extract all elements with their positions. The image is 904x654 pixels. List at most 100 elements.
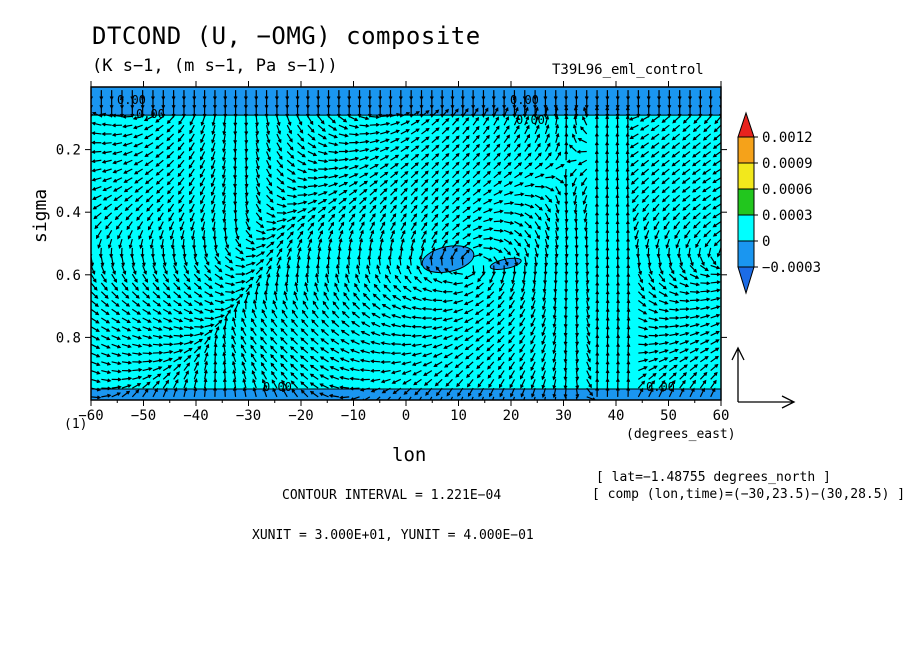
wind-vector [658,372,667,380]
wind-vector [328,158,339,163]
wind-vector [655,238,660,250]
wind-vector [162,291,171,299]
wind-vector [421,136,430,144]
wind-vector [689,348,700,354]
wind-vector [641,177,650,185]
wind-vector [712,186,721,192]
wind-vector [497,361,505,370]
wind-vector [390,369,401,375]
wind-vector [712,203,721,210]
wind-vector [101,361,112,366]
wind-vector [143,115,154,122]
wind-vector [173,349,184,354]
wind-vector [605,123,610,134]
wind-vector [401,314,412,319]
wind-vector [118,238,123,249]
wind-vector [111,369,122,374]
wind-vector [245,212,250,223]
wind-vector [106,230,113,240]
wind-vector [595,342,600,354]
wind-vector [107,238,113,249]
wind-vector [594,106,599,117]
contour-label: 0.00 [117,93,146,107]
wind-vector [575,326,579,337]
wind-vector [703,116,712,125]
wind-vector [452,231,460,240]
wind-vector [200,195,206,205]
wind-vector [668,387,675,398]
wind-vector [580,126,588,135]
wind-vector [703,124,712,133]
wind-vector [503,171,513,179]
wind-vector [441,247,447,257]
wind-vector [483,217,494,223]
wind-vector [91,131,102,136]
wind-vector [637,273,644,284]
wind-vector [689,323,700,328]
wind-vector [462,206,471,214]
wind-vector [348,197,357,205]
wind-vector [626,246,631,257]
wind-vector [605,290,610,301]
wind-vector [297,168,308,174]
wind-vector [162,299,172,307]
wind-vector [650,150,660,158]
wind-vector [332,301,340,310]
wind-vector [410,238,416,249]
wind-vector [605,246,610,257]
wind-vector [513,152,522,161]
wind-vector [497,326,505,335]
wind-vector [369,164,379,170]
wind-vector [413,275,422,284]
wind-vector [626,281,631,292]
wind-vector [142,343,153,348]
wind-vector [245,261,256,266]
wind-vector [616,334,621,345]
wind-vector [162,308,173,315]
wind-vector [699,379,707,389]
wind-vector [483,227,494,231]
wind-vector [700,289,711,294]
wind-vector [266,265,272,275]
wind-vector [398,107,403,118]
wind-vector [400,145,410,152]
wind-vector [266,159,272,170]
x-tick-label: −60 [78,408,103,424]
wind-vector [637,256,642,267]
wind-vector [122,150,133,156]
wind-vector [681,159,691,167]
wind-vector [351,311,360,319]
wind-vector [193,265,200,275]
wind-vector [488,379,495,388]
wind-vector [390,179,399,187]
wind-vector [639,115,650,122]
wind-vector [193,282,202,290]
wind-vector [180,230,185,241]
wind-vector [710,272,721,277]
wind-vector [224,316,229,327]
wind-vector [131,291,140,299]
wind-vector [695,238,701,249]
wind-vector [408,396,412,400]
wind-vector [276,124,282,135]
wind-vector [413,378,422,386]
wind-vector [576,149,587,154]
wind-vector [183,354,192,363]
wind-vector [498,370,505,380]
wind-vector [410,196,418,205]
wind-vector [297,150,306,158]
wind-vector [353,292,360,301]
wind-vector [400,196,408,205]
wind-vector [242,386,247,397]
wind-vector [390,332,401,337]
wind-vector [121,299,131,307]
wind-vector [173,387,178,398]
wind-vector [586,379,592,389]
wind-vector [713,238,721,247]
wind-vector [338,229,344,240]
wind-vector [222,325,227,336]
wind-vector [360,330,371,337]
wind-vector [211,221,216,232]
wind-vector [661,115,670,124]
wind-vector [359,377,370,382]
